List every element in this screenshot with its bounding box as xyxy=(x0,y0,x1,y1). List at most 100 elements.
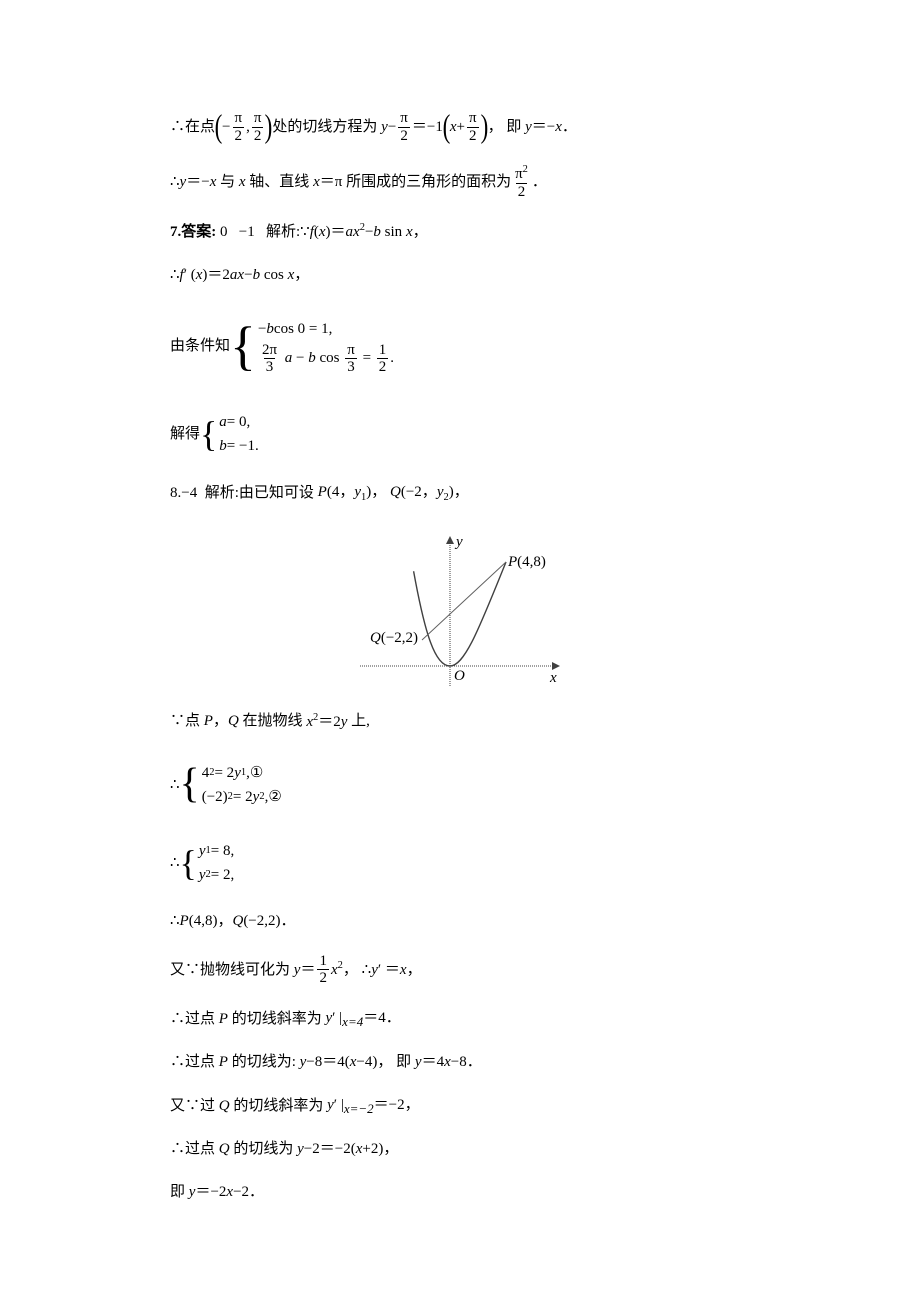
numerator: π xyxy=(467,110,479,127)
text: a − b cos xyxy=(281,347,343,370)
arrowhead-icon xyxy=(552,662,560,670)
text: , xyxy=(246,116,250,139)
text xyxy=(255,221,266,244)
problem-8: 8.−4 解析: 由已知可设 P(4，y1)， Q(−2，y2)， xyxy=(170,481,750,506)
brace-system: { 42 = 2y1,① (−2)2 = 2y2,② xyxy=(180,753,282,816)
text: 解析: xyxy=(205,482,239,505)
fraction: π 2 xyxy=(252,110,264,144)
text: 又∵过 xyxy=(170,1095,215,1118)
text: y′ |x=4＝4． xyxy=(322,1007,401,1032)
denominator: 2 xyxy=(377,358,389,376)
brace-left-icon: { xyxy=(180,836,197,890)
text: y＝4x−8． xyxy=(411,1051,482,1074)
text: ． xyxy=(532,171,547,194)
denominator: 3 xyxy=(264,358,276,376)
denominator: 2 xyxy=(233,127,245,145)
text: P(4，y1)， Q(−2，y2)， xyxy=(314,481,469,506)
numerator: 2π xyxy=(260,342,279,359)
text: ∴ xyxy=(170,774,180,797)
equation: 2π 3 a − b cos π 3 = 1 2 . xyxy=(258,342,394,376)
numerator: 1 xyxy=(317,953,329,970)
text: ∴ xyxy=(362,959,372,982)
text: 与 xyxy=(220,171,235,194)
denominator: 2 xyxy=(317,969,329,987)
text: P，Q xyxy=(200,710,243,733)
equation: b = −1. xyxy=(219,434,258,458)
text: ∴ xyxy=(170,910,180,933)
system-1: ∴ { 42 = 2y1,① (−2)2 = 2y2,② xyxy=(170,753,750,816)
fraction: π 2 xyxy=(232,110,244,144)
brace-body: 42 = 2y1,① (−2)2 = 2y2,② xyxy=(202,753,282,816)
text: ∵ xyxy=(300,221,310,244)
text: y＝−x xyxy=(180,171,221,194)
parabola-curve xyxy=(414,562,506,666)
text: 的切线斜率为 xyxy=(232,1008,322,1031)
solve: 解得 { a = 0, b = −1. xyxy=(170,407,750,461)
page: ∴在点 ( − π 2 , π 2 ) 处的切线方程为 y− π 2 ＝−1 (… xyxy=(0,0,920,1303)
text: −1 xyxy=(239,221,255,244)
text xyxy=(197,482,205,505)
secant-line xyxy=(422,562,506,640)
solution-line: 即 y＝−2x−2． xyxy=(170,1181,750,1204)
solution-line: ∵点 P，Q 在抛物线 x2＝2y 上, xyxy=(170,710,750,734)
denominator: 2 xyxy=(516,183,528,201)
text: 8.−4 xyxy=(170,482,197,505)
text: 的切线为 xyxy=(233,1138,293,1161)
equation: y1 = 8, xyxy=(199,839,234,863)
denominator: 2 xyxy=(252,127,264,145)
text: 由条件知 xyxy=(170,335,230,358)
text: 即 xyxy=(170,1181,185,1204)
text: − xyxy=(222,116,230,139)
text: ， xyxy=(488,116,507,139)
text: 的切线为: xyxy=(232,1051,296,1074)
numerator: 1 xyxy=(377,342,389,359)
brace-system: { y1 = 8, y2 = 2, xyxy=(180,836,235,890)
text: 即 xyxy=(396,1051,411,1074)
text: y＝ xyxy=(290,959,315,982)
denominator: 2 xyxy=(467,127,479,145)
fraction: 2π 3 xyxy=(260,342,279,376)
brace-body: y1 = 8, y2 = 2, xyxy=(199,836,234,890)
fraction: 1 2 xyxy=(317,953,329,987)
text: 的切线斜率为 xyxy=(233,1095,323,1118)
text: ∴ xyxy=(170,852,180,875)
text: y＝−x． xyxy=(521,116,577,139)
brace-left-icon: { xyxy=(180,753,200,816)
solution-line: ∴过点 P 的切线为: y−8＝4(x−4)， 即 y＝4x−8． xyxy=(170,1051,750,1074)
problem-7-answer: 7. 答案: 0 −1 解析: ∵ f(x)＝ax2−b sin x， xyxy=(170,220,750,244)
text: . xyxy=(390,347,394,370)
equation: 42 = 2y1,① xyxy=(202,761,282,785)
figure-parabola: O x y P(4,8) Q(−2,2) xyxy=(170,526,750,696)
text: ∴ xyxy=(170,264,180,287)
paren-left: ( xyxy=(215,114,223,140)
conditions: 由条件知 { −b cos 0 = 1, 2π 3 a − b cos π 3 … xyxy=(170,306,750,387)
solution-line: ∴ f′ (x)＝2ax−b cos x， xyxy=(170,264,750,287)
equation: (−2)2 = 2y2,② xyxy=(202,785,282,809)
text: P(4,8)，Q(−2,2)． xyxy=(180,910,296,933)
text: 上, xyxy=(351,710,370,733)
y-axis-label: y xyxy=(454,534,463,550)
text: ∵点 xyxy=(170,710,200,733)
equation: a = 0, xyxy=(219,410,258,434)
fraction: π 3 xyxy=(345,342,357,376)
system-2: ∴ { y1 = 8, y2 = 2, xyxy=(170,836,750,890)
equation: y2 = 2, xyxy=(199,863,234,887)
text: 7. xyxy=(170,221,181,244)
text: y＝−2x−2． xyxy=(185,1181,264,1204)
fraction: π2 2 xyxy=(513,164,530,200)
text: y′ |x=−2＝−2， xyxy=(323,1094,419,1119)
denominator: 3 xyxy=(345,358,357,376)
brace-left-icon: { xyxy=(230,306,256,387)
numerator: π xyxy=(252,110,264,127)
text: x2， xyxy=(331,958,362,982)
text: x＝π xyxy=(309,171,346,194)
text: ∴过点 xyxy=(170,1138,215,1161)
text: 又∵抛物线可化为 xyxy=(170,959,290,982)
numerator: π2 xyxy=(513,164,530,183)
x-axis-label: x xyxy=(549,670,557,686)
equation: −b cos 0 = 1, xyxy=(258,318,394,342)
solution-line: ∴在点 ( − π 2 , π 2 ) 处的切线方程为 y− π 2 ＝−1 (… xyxy=(170,110,750,144)
text: 轴、直线 xyxy=(249,171,309,194)
numerator: π xyxy=(398,110,410,127)
text: P xyxy=(215,1051,232,1074)
